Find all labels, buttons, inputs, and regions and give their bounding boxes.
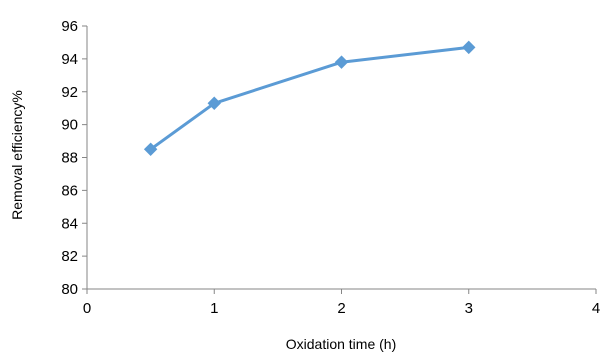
y-tick-label: 96 — [61, 18, 78, 35]
data-point-marker — [462, 40, 476, 55]
y-tick-label: 80 — [61, 281, 78, 298]
x-tick-label: 3 — [465, 300, 473, 317]
data-point-marker — [207, 96, 221, 110]
y-tick-label: 88 — [61, 150, 78, 167]
y-tick-label: 94 — [61, 51, 78, 68]
data-point-marker — [334, 55, 349, 69]
x-tick-label: 2 — [337, 300, 345, 317]
x-tick-label: 4 — [592, 300, 600, 317]
chart-series — [143, 40, 476, 156]
x-tick-label: 1 — [210, 300, 218, 317]
x-tick-label: 0 — [83, 300, 91, 317]
y-tick-label: 86 — [61, 182, 78, 199]
data-point-marker — [143, 142, 158, 156]
y-tick-label: 90 — [61, 117, 78, 134]
y-tick-label: 92 — [61, 84, 78, 101]
chart-ticks: 80 82 84 86 88 90 92 94 96 0 1 2 3 4 — [61, 18, 600, 317]
series-line — [149, 45, 471, 151]
y-axis-title: Removal efficiency% — [9, 90, 25, 220]
y-tick-label: 84 — [61, 215, 78, 232]
x-axis-title: Oxidation time (h) — [286, 336, 396, 352]
y-tick-label: 82 — [61, 248, 78, 265]
